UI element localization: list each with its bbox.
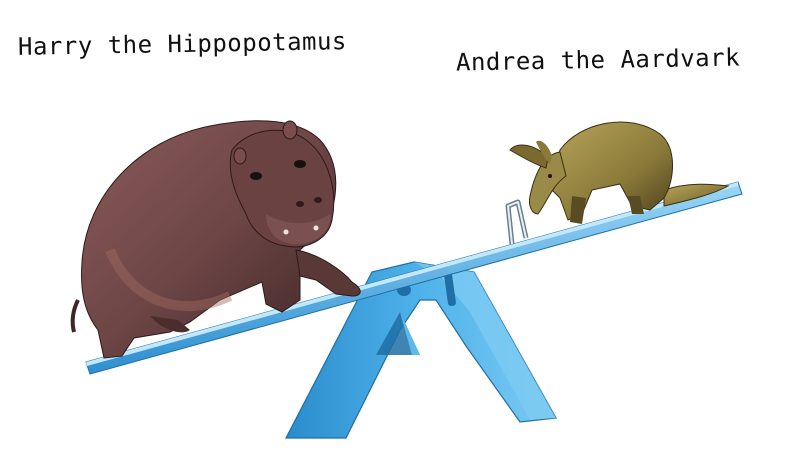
seesaw-base — [285, 261, 557, 439]
hippo — [70, 120, 361, 359]
seesaw-plank — [85, 181, 743, 375]
seesaw-handle-right — [505, 199, 529, 245]
aardvark — [509, 121, 730, 224]
